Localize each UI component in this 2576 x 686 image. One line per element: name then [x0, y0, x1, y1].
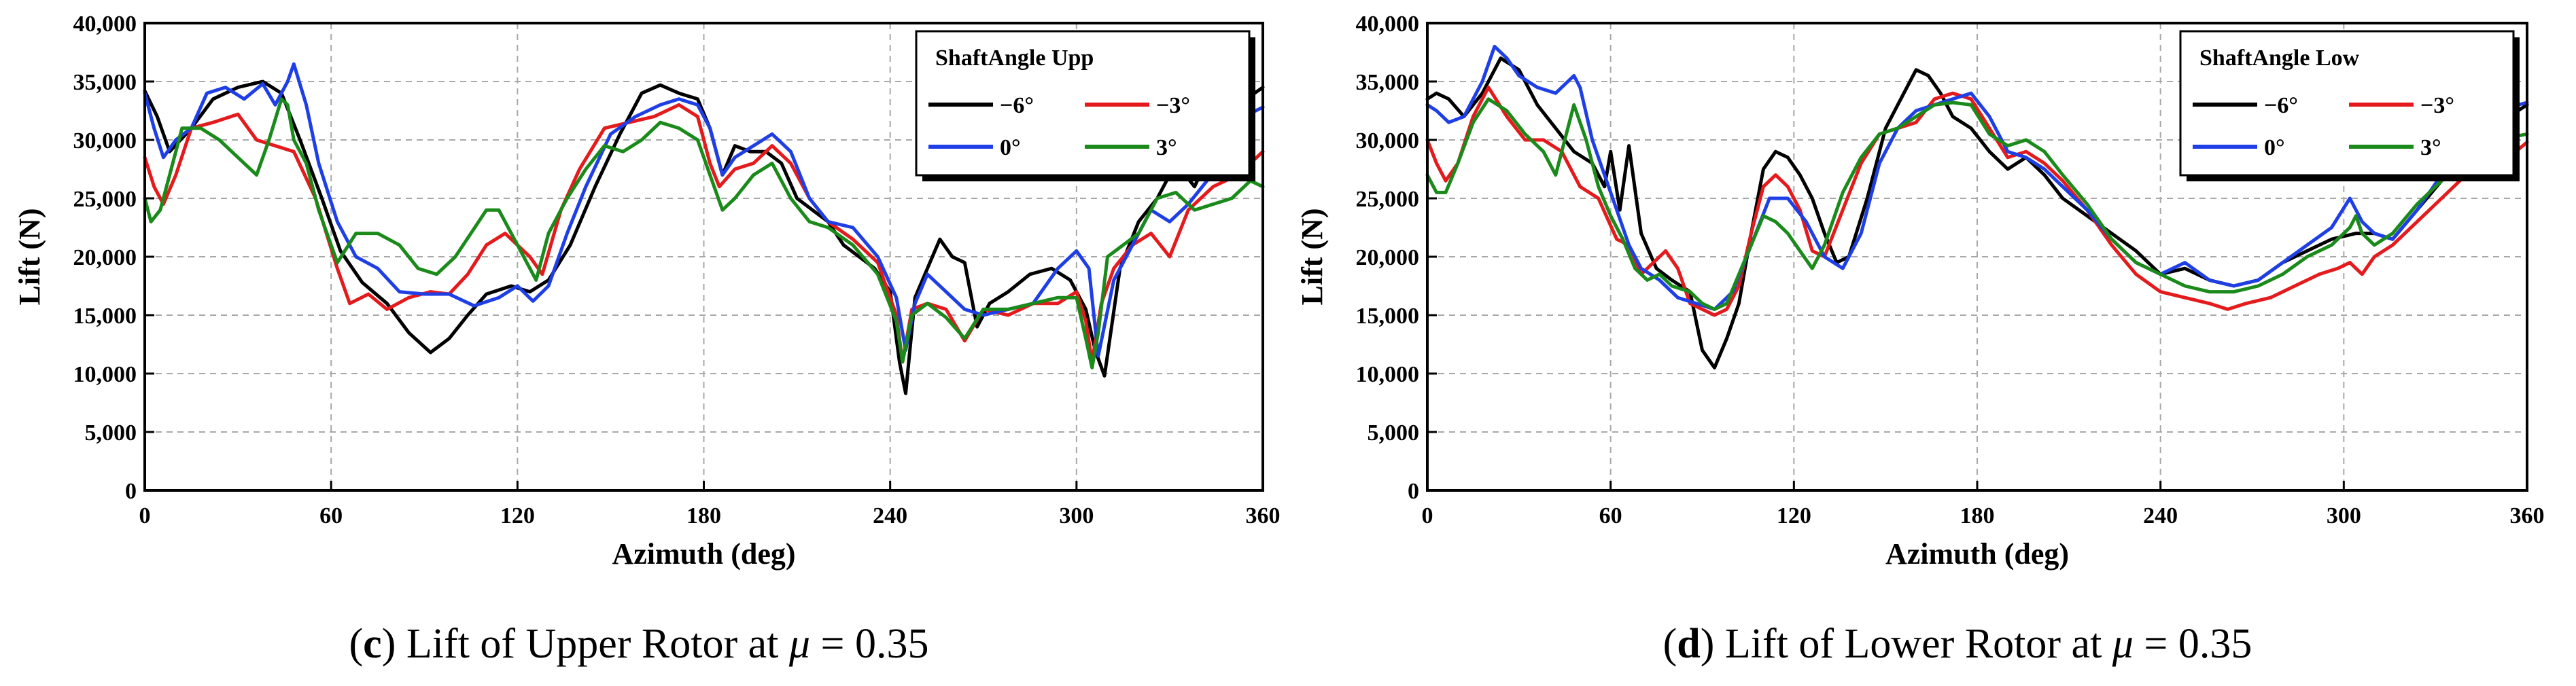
x-axis-label: Azimuth (deg) [612, 537, 795, 571]
legend-label: 3° [1156, 135, 1177, 160]
x-tick-label: 120 [500, 503, 535, 528]
figure-caption: (c) Lift of Upper Rotor at μ = 0.35 [349, 621, 929, 667]
caption-value: = 0.35 [810, 621, 928, 667]
y-tick-label: 5,000 [1368, 420, 1420, 446]
caption-text: ) Lift of Upper Rotor at [382, 621, 789, 667]
y-tick-label: 5,000 [85, 420, 137, 446]
caption-text: ) Lift of Lower Rotor at [1701, 621, 2112, 667]
legend: ShaftAngle Low −6° −3° 0° 3° [2179, 30, 2520, 181]
x-tick-label: 360 [1246, 503, 1281, 528]
y-tick-label: 35,000 [73, 70, 137, 95]
legend-label: −6° [1000, 93, 1034, 118]
y-tick-label: 30,000 [1356, 128, 1420, 154]
y-tick-label: 20,000 [73, 245, 137, 270]
y-tick-label: 10,000 [73, 362, 137, 387]
legend-title: ShaftAngle Upp [935, 46, 1094, 71]
x-tick-label: 240 [873, 503, 907, 528]
x-tick-label: 60 [319, 503, 343, 528]
caption-symbol: μ [2112, 621, 2134, 667]
caption-value: = 0.35 [2134, 621, 2252, 667]
y-tick-label: 0 [1408, 479, 1419, 504]
y-tick-label: 15,000 [1356, 304, 1420, 329]
y-tick-label: 0 [125, 479, 137, 504]
caption-letter: c [363, 621, 382, 667]
caption-open-paren: ( [349, 621, 364, 667]
x-tick-label: 120 [1777, 503, 1811, 528]
legend: ShaftAngle Upp −6° −3° 0° 3° [915, 30, 1255, 181]
caption-symbol: μ [788, 621, 810, 667]
x-tick-label: 0 [139, 503, 151, 528]
y-tick-label: 20,000 [1356, 245, 1420, 270]
x-tick-label: 0 [1422, 503, 1433, 528]
figure-caption: (d) Lift of Lower Rotor at μ = 0.35 [1663, 621, 2252, 667]
legend-label: 0° [1000, 135, 1021, 160]
legend-title: ShaftAngle Low [2199, 46, 2360, 71]
legend-label: −3° [1156, 93, 1190, 118]
y-tick-label: 10,000 [1356, 362, 1420, 387]
series-line [1425, 97, 2529, 311]
caption-open-paren: ( [1663, 621, 1677, 667]
legend-label: 0° [2264, 135, 2285, 160]
x-tick-label: 60 [1599, 503, 1622, 528]
legend-label: −3° [2420, 93, 2454, 118]
x-tick-label: 240 [2143, 503, 2178, 528]
y-tick-label: 40,000 [1356, 12, 1420, 37]
x-tick-label: 180 [686, 503, 721, 528]
legend-label: −6° [2264, 93, 2298, 118]
x-tick-label: 300 [1059, 503, 1094, 528]
y-axis-label: Lift (N) [1295, 209, 1329, 306]
y-axis-label: Lift (N) [13, 209, 46, 306]
chart-panel-c: 0 60 120 180 240 300 360 0 5,000 10,000 15,000 20,0… [13, 12, 1281, 667]
x-tick-label: 300 [2327, 503, 2361, 528]
series-line [143, 97, 1265, 369]
y-tick-label: 35,000 [1356, 70, 1420, 95]
y-tick-label: 40,000 [73, 12, 137, 37]
y-tick-label: 15,000 [73, 304, 137, 329]
x-tick-label: 180 [1960, 503, 1995, 528]
x-axis-label: Azimuth (deg) [1885, 537, 2069, 571]
caption-letter: d [1677, 621, 1700, 667]
x-tick-label: 360 [2510, 503, 2545, 528]
series-line [143, 62, 1265, 358]
chart-panel-d: 0 60 120 180 240 300 360 0 5,000 10,000 15,000 20,0… [1295, 12, 2545, 667]
y-tick-label: 25,000 [1356, 187, 1420, 212]
y-tick-label: 25,000 [73, 187, 137, 212]
y-tick-label: 30,000 [73, 128, 137, 154]
legend-label: 3° [2420, 135, 2441, 160]
